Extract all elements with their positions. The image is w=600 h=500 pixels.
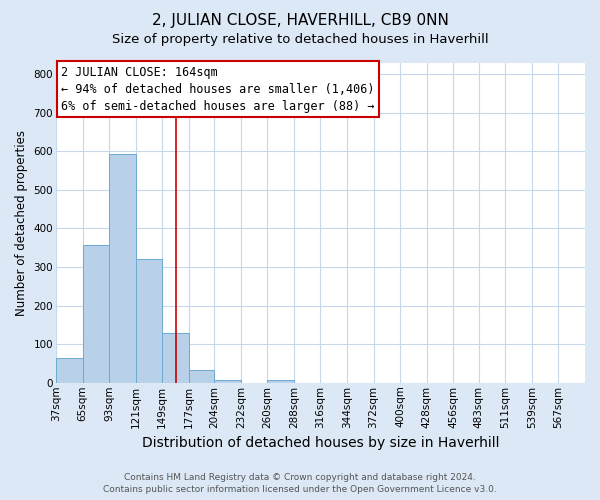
Bar <box>109 154 136 383</box>
Bar <box>56 358 83 383</box>
Bar <box>188 370 214 383</box>
Text: 2, JULIAN CLOSE, HAVERHILL, CB9 0NN: 2, JULIAN CLOSE, HAVERHILL, CB9 0NN <box>152 12 448 28</box>
X-axis label: Distribution of detached houses by size in Haverhill: Distribution of detached houses by size … <box>142 436 499 450</box>
Text: 2 JULIAN CLOSE: 164sqm
← 94% of detached houses are smaller (1,406)
6% of semi-d: 2 JULIAN CLOSE: 164sqm ← 94% of detached… <box>61 66 375 112</box>
Y-axis label: Number of detached properties: Number of detached properties <box>15 130 28 316</box>
Bar <box>268 380 294 383</box>
Bar <box>136 260 162 383</box>
Bar <box>214 380 241 383</box>
Text: Size of property relative to detached houses in Haverhill: Size of property relative to detached ho… <box>112 32 488 46</box>
Bar <box>162 332 188 383</box>
Bar <box>83 245 109 383</box>
Text: Contains HM Land Registry data © Crown copyright and database right 2024.
Contai: Contains HM Land Registry data © Crown c… <box>103 472 497 494</box>
